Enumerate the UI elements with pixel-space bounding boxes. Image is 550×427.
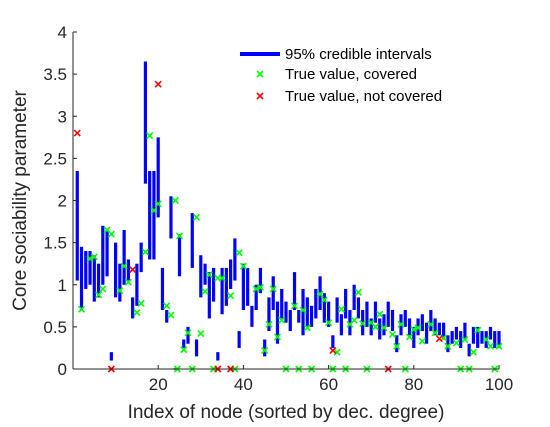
covered-marker (99, 285, 107, 293)
covered-marker (469, 348, 478, 356)
not-covered-marker (435, 335, 443, 343)
legend-not-covered-label: True value, not covered (285, 88, 442, 105)
covered-marker (171, 196, 179, 205)
not-covered-marker (129, 266, 137, 274)
covered-marker (278, 316, 286, 324)
covered-marker (269, 285, 277, 293)
covered-marker (137, 299, 145, 307)
covered-marker (265, 320, 273, 328)
covered-marker (175, 232, 184, 240)
x-tick-label: 60 (319, 375, 338, 394)
covered-marker (116, 287, 124, 295)
covered-marker (376, 310, 384, 318)
covered-marker (133, 308, 141, 317)
covered-marker (410, 325, 418, 333)
legend-not-covered-swatch (256, 92, 264, 100)
covered-marker (495, 342, 503, 350)
legend-covered-label: True value, covered (285, 66, 417, 83)
covered-marker (235, 249, 243, 257)
x-tick-label: 40 (234, 375, 253, 394)
covered-marker (418, 337, 426, 345)
covered-marker (290, 302, 299, 310)
covered-marker (273, 333, 282, 341)
covered-marker (316, 290, 324, 298)
x-tick-label: 80 (404, 375, 423, 394)
covered-marker (299, 306, 307, 314)
covered-marker (350, 316, 358, 324)
y-tick-label: 1 (58, 276, 67, 295)
covered-marker (303, 324, 311, 332)
covered-marker (150, 207, 158, 215)
covered-marker (227, 292, 235, 300)
y-tick-label: 0 (58, 360, 67, 379)
covered-marker (371, 323, 380, 331)
y-tick-label: 1.5 (43, 234, 67, 253)
y-tick-label: 3.5 (43, 65, 67, 84)
covered-marker (86, 255, 94, 263)
covered-marker (320, 296, 328, 304)
covered-marker (388, 330, 397, 339)
covered-marker (354, 288, 362, 296)
x-tick-label: 100 (485, 375, 513, 394)
y-tick-label: 0.5 (43, 318, 67, 337)
covered-marker (180, 346, 188, 354)
data-marks (73, 61, 503, 373)
axes: 20 40 60 80 100 0 0.5 1 1.5 2 2.5 3 3.5 4 (43, 23, 513, 394)
covered-marker (431, 329, 439, 337)
covered-marker (393, 342, 401, 350)
covered-marker (405, 333, 414, 341)
covered-marker (337, 305, 345, 313)
covered-marker (397, 320, 405, 328)
covered-marker (124, 278, 132, 286)
legend: 95% credible intervals True value, cover… (240, 46, 442, 105)
covered-marker (427, 320, 435, 328)
covered-marker (154, 200, 162, 208)
covered-marker (218, 274, 226, 282)
covered-marker (94, 291, 103, 299)
covered-marker (461, 335, 469, 344)
covered-marker (120, 262, 128, 270)
legend-interval-label: 95% credible intervals (285, 46, 432, 63)
covered-marker (256, 283, 265, 291)
covered-marker (444, 342, 452, 350)
covered-marker (141, 248, 149, 256)
covered-marker (192, 213, 201, 221)
covered-marker (201, 287, 209, 296)
not-covered-marker (329, 346, 337, 355)
covered-marker (184, 329, 192, 337)
covered-marker (167, 311, 175, 319)
covered-marker (77, 305, 86, 313)
covered-marker (239, 262, 247, 270)
covered-marker (90, 253, 98, 261)
y-tick-label: 2 (58, 192, 67, 211)
covered-marker (146, 132, 154, 140)
y-tick-label: 3 (58, 107, 67, 126)
covered-marker (252, 285, 260, 293)
not-covered-marker (73, 129, 81, 137)
covered-marker (486, 342, 495, 350)
covered-marker (325, 319, 333, 327)
y-axis-label: Core sociability parameter (10, 89, 31, 310)
y-tick-label: 4 (58, 23, 67, 42)
x-axis-label: Index of node (sorted by dec. degree) (128, 402, 445, 423)
legend-covered-swatch (256, 70, 264, 78)
covered-marker (205, 271, 213, 279)
x-tick-label: 20 (149, 375, 168, 394)
covered-marker (414, 324, 422, 332)
covered-marker (261, 346, 269, 355)
covered-marker (474, 326, 482, 334)
covered-marker (197, 330, 205, 338)
covered-marker (380, 324, 388, 332)
covered-marker (482, 335, 490, 344)
y-tick-label: 2.5 (43, 149, 67, 168)
not-covered-marker (154, 80, 162, 88)
covered-marker (163, 302, 171, 310)
covered-marker (107, 230, 115, 238)
covered-marker (359, 319, 367, 328)
covered-marker (452, 339, 460, 347)
covered-marker (333, 348, 341, 356)
